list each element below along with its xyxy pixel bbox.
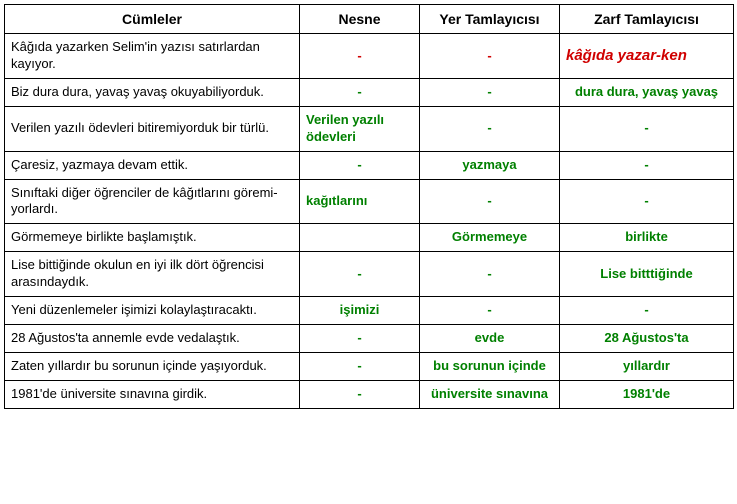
- cell-yer: evde: [420, 324, 560, 352]
- cell-zarf: yıllardır: [560, 352, 734, 380]
- cell-yer: -: [420, 78, 560, 106]
- cell-zarf: -: [560, 106, 734, 151]
- cell-sentence: Sınıftaki diğer öğrenciler de kâğıtların…: [5, 179, 300, 224]
- cell-sentence: 28 Ağustos'ta annemle evde vedalaştık.: [5, 324, 300, 352]
- cell-yer: -: [420, 179, 560, 224]
- cell-zarf: Lise bitttiğinde: [560, 252, 734, 297]
- table-row: Çaresiz, yazmaya devam ettik.-yazmaya-: [5, 151, 734, 179]
- cell-zarf: -: [560, 296, 734, 324]
- cell-zarf: birlikte: [560, 224, 734, 252]
- cell-sentence: Lise bittiğinde okulun en iyi ilk dört ö…: [5, 252, 300, 297]
- cell-nesne: [300, 224, 420, 252]
- table-row: Görmemeye birlikte başlamıştık. Görmemeye…: [5, 224, 734, 252]
- cell-nesne: -: [300, 380, 420, 408]
- table-row: Verilen yazılı ödevleri bitiremiyorduk b…: [5, 106, 734, 151]
- cell-nesne: Verilen yazılı ödevleri: [300, 106, 420, 151]
- cell-zarf: -: [560, 151, 734, 179]
- cell-sentence: Verilen yazılı ödevleri bitiremiyorduk b…: [5, 106, 300, 151]
- table-row: 28 Ağustos'ta annemle evde vedalaştık.-e…: [5, 324, 734, 352]
- cell-sentence: Biz dura dura, yavaş yavaş okuyabiliyord…: [5, 78, 300, 106]
- cell-nesne: -: [300, 252, 420, 297]
- cell-sentence: Çaresiz, yazmaya devam ettik.: [5, 151, 300, 179]
- cell-zarf: dura dura, yavaş yavaş: [560, 78, 734, 106]
- table-body: Kâğıda yazarken Selim'in yazısı satırlar…: [5, 34, 734, 408]
- cell-yer: -: [420, 296, 560, 324]
- table-row: Biz dura dura, yavaş yavaş okuyabiliyord…: [5, 78, 734, 106]
- cell-sentence: Kâğıda yazarken Selim'in yazısı satırlar…: [5, 34, 300, 79]
- cell-zarf: 1981'de: [560, 380, 734, 408]
- cell-zarf: 28 Ağustos'ta: [560, 324, 734, 352]
- cell-yer: Görmemeye: [420, 224, 560, 252]
- cell-nesne: -: [300, 324, 420, 352]
- cell-yer: -: [420, 34, 560, 79]
- cell-nesne: -: [300, 78, 420, 106]
- cell-zarf: -: [560, 179, 734, 224]
- cell-yer: bu sorunun içinde: [420, 352, 560, 380]
- header-yer: Yer Tamlayıcısı: [420, 5, 560, 34]
- header-zarf: Zarf Tamlayıcısı: [560, 5, 734, 34]
- table-row: Sınıftaki diğer öğrenciler de kâğıtların…: [5, 179, 734, 224]
- header-nesne: Nesne: [300, 5, 420, 34]
- cell-nesne: -: [300, 34, 420, 79]
- cell-nesne: kağıtlarını: [300, 179, 420, 224]
- cell-sentence: Yeni düzenlemeler işimizi kolaylaştıraca…: [5, 296, 300, 324]
- cell-yer: -: [420, 252, 560, 297]
- cell-sentence: 1981'de üniversite sınavına girdik.: [5, 380, 300, 408]
- cell-yer: üniversite sınavına: [420, 380, 560, 408]
- table-row: Yeni düzenlemeler işimizi kolaylaştıraca…: [5, 296, 734, 324]
- cell-nesne: -: [300, 352, 420, 380]
- cell-yer: yazmaya: [420, 151, 560, 179]
- table-row: 1981'de üniversite sınavına girdik.-üniv…: [5, 380, 734, 408]
- cell-nesne: -: [300, 151, 420, 179]
- header-sentences: Cümleler: [5, 5, 300, 34]
- table-row: Kâğıda yazarken Selim'in yazısı satırlar…: [5, 34, 734, 79]
- grammar-table: Cümleler Nesne Yer Tamlayıcısı Zarf Taml…: [4, 4, 734, 409]
- table-row: Zaten yıllardır bu sorunun içinde yaşıyo…: [5, 352, 734, 380]
- cell-zarf: kâğıda yazar-ken: [560, 34, 734, 79]
- header-row: Cümleler Nesne Yer Tamlayıcısı Zarf Taml…: [5, 5, 734, 34]
- cell-sentence: Zaten yıllardır bu sorunun içinde yaşıyo…: [5, 352, 300, 380]
- table-row: Lise bittiğinde okulun en iyi ilk dört ö…: [5, 252, 734, 297]
- cell-sentence: Görmemeye birlikte başlamıştık.: [5, 224, 300, 252]
- cell-nesne: işimizi: [300, 296, 420, 324]
- cell-yer: -: [420, 106, 560, 151]
